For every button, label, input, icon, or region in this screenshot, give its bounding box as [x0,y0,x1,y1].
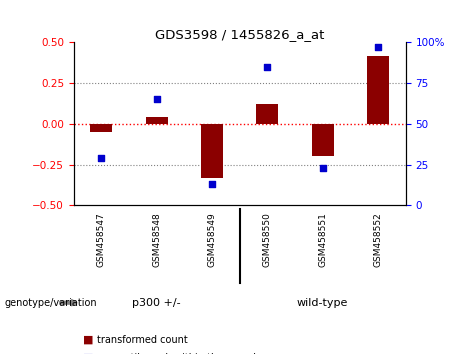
Bar [312,124,334,156]
Text: ■: ■ [83,335,94,345]
Bar [367,56,389,124]
Text: genotype/variation: genotype/variation [5,298,97,308]
Point [319,165,326,171]
Text: ■: ■ [83,353,94,354]
Title: GDS3598 / 1455826_a_at: GDS3598 / 1455826_a_at [155,28,325,41]
Text: transformed count: transformed count [97,335,188,345]
Text: GSM458548: GSM458548 [152,212,161,267]
Point [98,155,105,161]
Bar [146,118,168,124]
Text: GSM458552: GSM458552 [373,212,383,267]
Point [374,45,382,50]
Point [264,64,271,70]
Text: GSM458549: GSM458549 [207,212,217,267]
Bar [90,124,112,132]
Text: percentile rank within the sample: percentile rank within the sample [97,353,262,354]
Text: GSM458551: GSM458551 [318,212,327,268]
Text: GSM458547: GSM458547 [97,212,106,267]
Point [153,97,160,102]
Point [208,181,216,187]
Text: p300 +/-: p300 +/- [132,298,181,308]
Bar [256,104,278,124]
Text: GSM458550: GSM458550 [263,212,272,268]
Text: wild-type: wild-type [297,298,349,308]
Bar [201,124,223,178]
